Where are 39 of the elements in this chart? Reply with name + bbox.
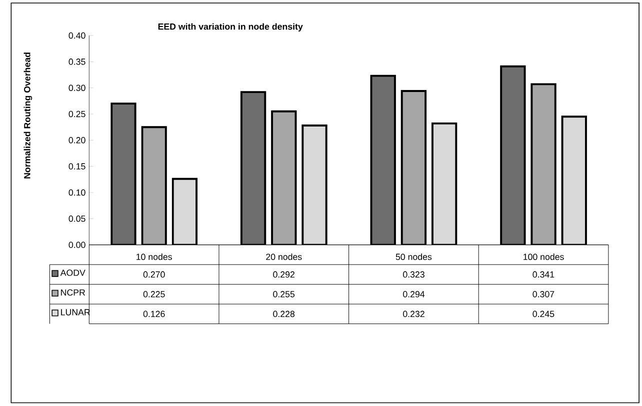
data-label: 0.232: [403, 310, 424, 318]
bar: [271, 110, 297, 245]
data-label: 0.255: [273, 291, 295, 298]
x-tick-label: 10 nodes: [136, 254, 172, 260]
bar: [500, 66, 526, 245]
bar: [561, 116, 587, 245]
data-label: 0.323: [403, 271, 424, 278]
x-tick-label: 100 nodes: [524, 254, 564, 260]
y-tick-label: 0.35: [68, 58, 86, 65]
data-label: 0.126: [143, 310, 165, 318]
bar: [240, 91, 266, 245]
bar: [302, 124, 328, 245]
data-label: 0.341: [532, 271, 554, 278]
y-tick-label: 0.20: [68, 137, 86, 144]
bar: [400, 90, 427, 245]
data-label: 0.245: [532, 310, 554, 318]
data-label: 0.270: [143, 271, 165, 278]
data-label: 0.228: [273, 310, 295, 318]
data-label: 0.225: [143, 291, 165, 298]
y-tick-label: 0.00: [68, 242, 86, 248]
y-tick-label: 0.25: [68, 111, 86, 118]
data-label: 0.292: [273, 271, 294, 278]
bar: [141, 126, 167, 245]
bar: [110, 102, 136, 245]
chart-title: EED with variation in node density: [158, 23, 303, 32]
y-tick-label: 0.30: [68, 84, 86, 92]
x-tick-label: 20 nodes: [266, 254, 302, 260]
data-label: 0.294: [403, 291, 425, 298]
x-tick-label: 50 nodes: [396, 254, 432, 260]
data-label: 0.307: [532, 291, 554, 298]
y-tick-label: 0.15: [68, 163, 86, 170]
y-axis-title: Normalized Routing Overhead: [24, 52, 32, 178]
y-tick-label: 0.10: [68, 189, 86, 196]
legend-label: AODV: [60, 270, 86, 276]
bar: [530, 83, 556, 245]
y-tick-label: 0.05: [68, 216, 86, 222]
bar: [370, 74, 396, 245]
y-tick-label: 0.40: [68, 32, 86, 39]
legend-label: NCPR: [61, 289, 86, 296]
